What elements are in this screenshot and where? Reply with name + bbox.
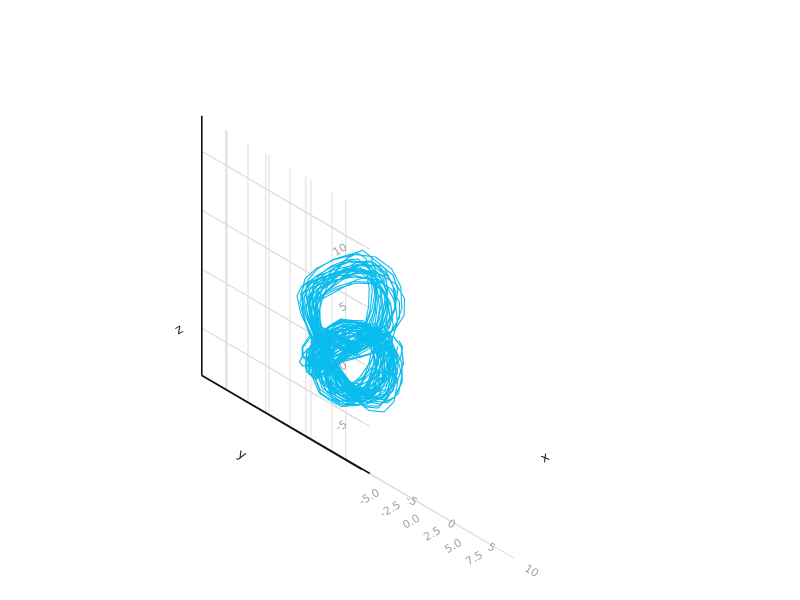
series-line-strand xyxy=(313,277,385,394)
y-tick-label: 7.5 xyxy=(463,548,485,568)
x-tick-label: 10 xyxy=(522,562,541,580)
z-tick-label: -5 xyxy=(333,418,349,435)
wall-grid-z2 xyxy=(201,150,363,246)
z-tick-label: 5 xyxy=(337,300,350,315)
wall-grid-z2 xyxy=(201,327,363,423)
y-axis-line xyxy=(201,374,371,475)
series-line-strand xyxy=(309,268,387,396)
axis-layer xyxy=(201,115,371,475)
series-line-strand xyxy=(307,270,399,401)
y-axis-title: y xyxy=(235,447,249,464)
series-layer xyxy=(296,249,406,413)
x-axis-title: x xyxy=(538,449,552,466)
z-axis-title: z xyxy=(173,322,187,338)
z-tick-label: 10 xyxy=(331,241,350,259)
y-tick-label: -5.0 xyxy=(357,486,382,508)
wall-grid-z2 xyxy=(201,209,363,305)
y-tick-label: 2.5 xyxy=(421,524,443,544)
y-tick-label: 0.0 xyxy=(400,512,422,532)
y-tick-label: -2.5 xyxy=(378,498,403,520)
y-tick-label: 5.0 xyxy=(442,536,464,556)
series-line-strand xyxy=(305,264,398,404)
